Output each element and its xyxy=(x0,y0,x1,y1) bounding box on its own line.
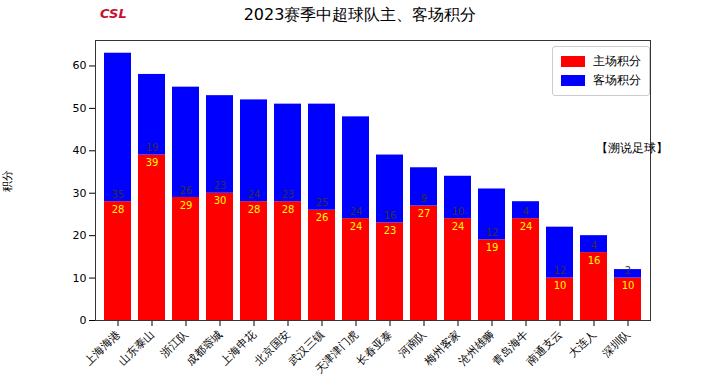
html-text:【溯说足球】: 【溯说足球】 xyxy=(596,141,668,155)
svg-text:0: 0 xyxy=(80,314,87,327)
svg-text:23: 23 xyxy=(384,225,397,236)
svg-text:19: 19 xyxy=(146,142,159,153)
svg-text:大连人: 大连人 xyxy=(566,328,599,361)
html-text:客场积分: 客场积分 xyxy=(593,73,641,87)
svg-text:9: 9 xyxy=(421,193,427,204)
svg-text:10: 10 xyxy=(452,206,465,217)
svg-text:28: 28 xyxy=(248,204,261,215)
svg-text:27: 27 xyxy=(418,208,431,219)
svg-text:19: 19 xyxy=(486,242,499,253)
svg-text:40: 40 xyxy=(73,144,87,157)
svg-text:武汉三镇: 武汉三镇 xyxy=(286,327,327,369)
html-text:CSL: CSL xyxy=(100,6,127,21)
svg-text:23: 23 xyxy=(214,180,227,191)
svg-text:10: 10 xyxy=(622,280,635,291)
svg-text:12: 12 xyxy=(486,227,499,238)
svg-text:4: 4 xyxy=(523,206,529,217)
html-text:2023赛季中超球队主、客场积分: 2023赛季中超球队主、客场积分 xyxy=(243,5,477,24)
svg-text:39: 39 xyxy=(146,157,159,168)
svg-text:35: 35 xyxy=(112,189,125,200)
svg-text:2: 2 xyxy=(625,265,631,276)
svg-text:深圳队: 深圳队 xyxy=(600,328,633,361)
svg-text:24: 24 xyxy=(350,221,363,232)
svg-text:26: 26 xyxy=(316,212,329,223)
svg-text:10: 10 xyxy=(554,280,567,291)
svg-text:30: 30 xyxy=(73,187,87,200)
svg-text:30: 30 xyxy=(214,195,227,206)
svg-text:24: 24 xyxy=(248,189,261,200)
html-text:主场积分: 主场积分 xyxy=(593,54,641,68)
svg-text:山东泰山: 山东泰山 xyxy=(116,328,156,368)
svg-text:10: 10 xyxy=(73,272,87,285)
svg-text:长春亚泰: 长春亚泰 xyxy=(354,328,394,368)
svg-text:上海申花: 上海申花 xyxy=(218,328,258,368)
svg-text:16: 16 xyxy=(384,210,397,221)
svg-text:青岛海牛: 青岛海牛 xyxy=(490,328,530,368)
svg-text:河南队: 河南队 xyxy=(396,328,429,361)
svg-text:26: 26 xyxy=(180,185,193,196)
svg-text:梅州客家: 梅州客家 xyxy=(422,328,463,369)
svg-text:24: 24 xyxy=(520,221,533,232)
svg-text:24: 24 xyxy=(452,221,465,232)
svg-text:60: 60 xyxy=(73,59,87,72)
svg-text:北京国安: 北京国安 xyxy=(252,328,292,368)
svg-text:南通支云: 南通支云 xyxy=(524,328,564,368)
svg-text:25: 25 xyxy=(316,197,329,208)
svg-text:28: 28 xyxy=(282,204,295,215)
svg-text:成都蓉城: 成都蓉城 xyxy=(184,328,224,368)
svg-text:20: 20 xyxy=(73,229,87,242)
svg-text:24: 24 xyxy=(350,206,363,217)
svg-text:浙江队: 浙江队 xyxy=(158,328,191,361)
svg-text:29: 29 xyxy=(180,200,193,211)
svg-text:沧州雄狮: 沧州雄狮 xyxy=(456,328,496,368)
svg-text:12: 12 xyxy=(554,265,567,276)
svg-text:上海海港: 上海海港 xyxy=(82,328,122,368)
svg-text:28: 28 xyxy=(112,204,125,215)
svg-text:积分: 积分 xyxy=(1,170,14,192)
svg-text:50: 50 xyxy=(73,102,87,115)
svg-text:23: 23 xyxy=(282,189,295,200)
svg-text:4: 4 xyxy=(591,240,597,251)
svg-text:天津津门虎: 天津津门虎 xyxy=(313,328,361,376)
svg-text:16: 16 xyxy=(588,255,601,266)
